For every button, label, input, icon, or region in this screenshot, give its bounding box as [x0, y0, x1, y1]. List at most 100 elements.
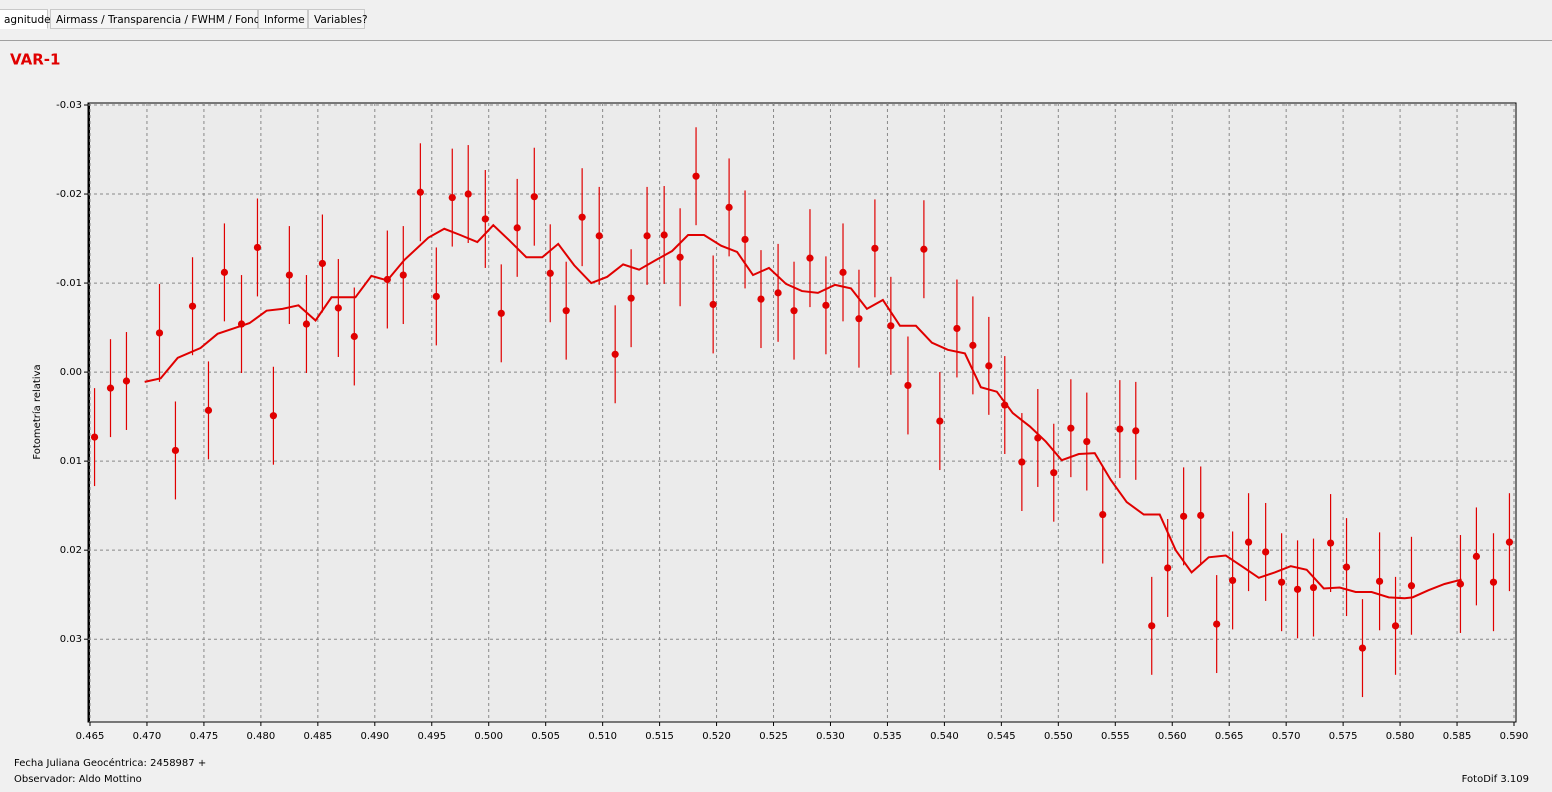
data-point [953, 324, 961, 333]
footer-version: FotoDif 3.109 [1462, 774, 1529, 785]
data-point [1326, 539, 1335, 547]
data-point [171, 446, 180, 455]
data-point [1197, 511, 1205, 520]
data-point [334, 304, 342, 312]
data-point [1472, 552, 1481, 560]
data-point [481, 215, 489, 223]
x-tick-label: 0.535 [873, 731, 902, 742]
data-point [90, 433, 99, 441]
data-point [1358, 644, 1367, 652]
data-point [464, 190, 472, 198]
data-point [432, 292, 440, 301]
data-point [1132, 427, 1140, 435]
y-tick-label: -0.02 [56, 189, 82, 200]
data-point [1244, 538, 1253, 546]
data-point [1489, 578, 1498, 586]
x-tick-label: 0.560 [1158, 731, 1187, 742]
separator [0, 40, 1552, 41]
x-tick-label: 0.580 [1386, 731, 1415, 742]
x-tick-label: 0.495 [417, 731, 446, 742]
x-tick-label: 0.475 [190, 731, 219, 742]
data-point [1407, 582, 1416, 590]
data-point [627, 294, 635, 302]
x-tick-label: 0.490 [360, 731, 389, 742]
data-point [155, 329, 164, 337]
data-point [1213, 620, 1221, 628]
data-point [269, 412, 278, 420]
data-point [611, 350, 619, 358]
data-point [122, 377, 131, 385]
trend-line [144, 223, 1462, 600]
data-point [1116, 425, 1124, 433]
data-point [855, 315, 863, 323]
data-point [285, 271, 293, 279]
data-point [643, 232, 651, 240]
data-point [725, 203, 733, 211]
data-point [806, 254, 814, 262]
data-point [530, 193, 538, 201]
data-point [839, 268, 847, 276]
y-tick-label: -0.01 [56, 278, 82, 289]
data-point [513, 224, 521, 232]
data-point [741, 235, 749, 244]
data-point [318, 259, 326, 268]
data-point [253, 243, 262, 252]
data-point [1018, 458, 1026, 466]
plot-area [87, 102, 1517, 723]
footer-observer: Observador: Aldo Mottino [14, 774, 142, 785]
data-point [546, 269, 554, 277]
data-point [1164, 564, 1172, 572]
data-point [1505, 538, 1514, 546]
data-point [1278, 578, 1286, 586]
data-point [1099, 510, 1107, 519]
data-point [790, 307, 798, 315]
x-tick-label: 0.520 [702, 731, 731, 742]
y-tick-label: 0.03 [60, 634, 82, 645]
data-point [204, 406, 213, 414]
x-tick-label: 0.545 [987, 731, 1016, 742]
tab[interactable]: Airmass / Transparencia / FWHM / Fondo [50, 9, 267, 29]
data-point [871, 244, 879, 252]
data-point [350, 332, 358, 341]
data-point [757, 295, 765, 303]
y-tick-label: -0.03 [56, 100, 82, 111]
data-point [1375, 577, 1384, 585]
x-tick-label: 0.525 [759, 731, 788, 742]
data-point [595, 232, 603, 240]
data-point [904, 381, 912, 390]
x-tick-label: 0.465 [76, 731, 105, 742]
data-point [1262, 548, 1270, 556]
data-point [1309, 583, 1318, 592]
data-point [1067, 424, 1075, 432]
x-tick-label: 0.555 [1101, 731, 1130, 742]
data-point [887, 322, 895, 330]
data-point [1342, 563, 1351, 571]
data-point [399, 271, 407, 279]
y-tick-label: 0.01 [60, 456, 82, 467]
data-point [1180, 512, 1188, 520]
data-point [709, 300, 717, 309]
data-point [692, 172, 700, 180]
x-tick-label: 0.585 [1443, 731, 1472, 742]
x-tick-label: 0.505 [531, 731, 560, 742]
tab[interactable]: Variables? [308, 9, 368, 29]
data-point [1148, 622, 1156, 630]
data-point [562, 307, 570, 315]
data-point [1456, 580, 1465, 588]
x-tick-label: 0.480 [247, 731, 276, 742]
data-point [497, 309, 505, 317]
x-tick-label: 0.510 [588, 731, 617, 742]
data-point [1293, 585, 1302, 593]
chart-title: VAR-1 [10, 51, 60, 69]
tab-bar: agnitudes Airmass / Transparencia / FWHM… [0, 9, 1552, 31]
footer-date: Fecha Juliana Geocéntrica: 2458987 + [14, 757, 206, 769]
data-point [936, 417, 944, 425]
x-tick-label: 0.470 [133, 731, 162, 742]
x-tick-label: 0.515 [645, 731, 674, 742]
tab[interactable]: agnitudes [0, 9, 56, 29]
x-tick-label: 0.540 [930, 731, 959, 742]
data-point [1229, 576, 1237, 585]
tab[interactable]: Informe [258, 9, 308, 29]
